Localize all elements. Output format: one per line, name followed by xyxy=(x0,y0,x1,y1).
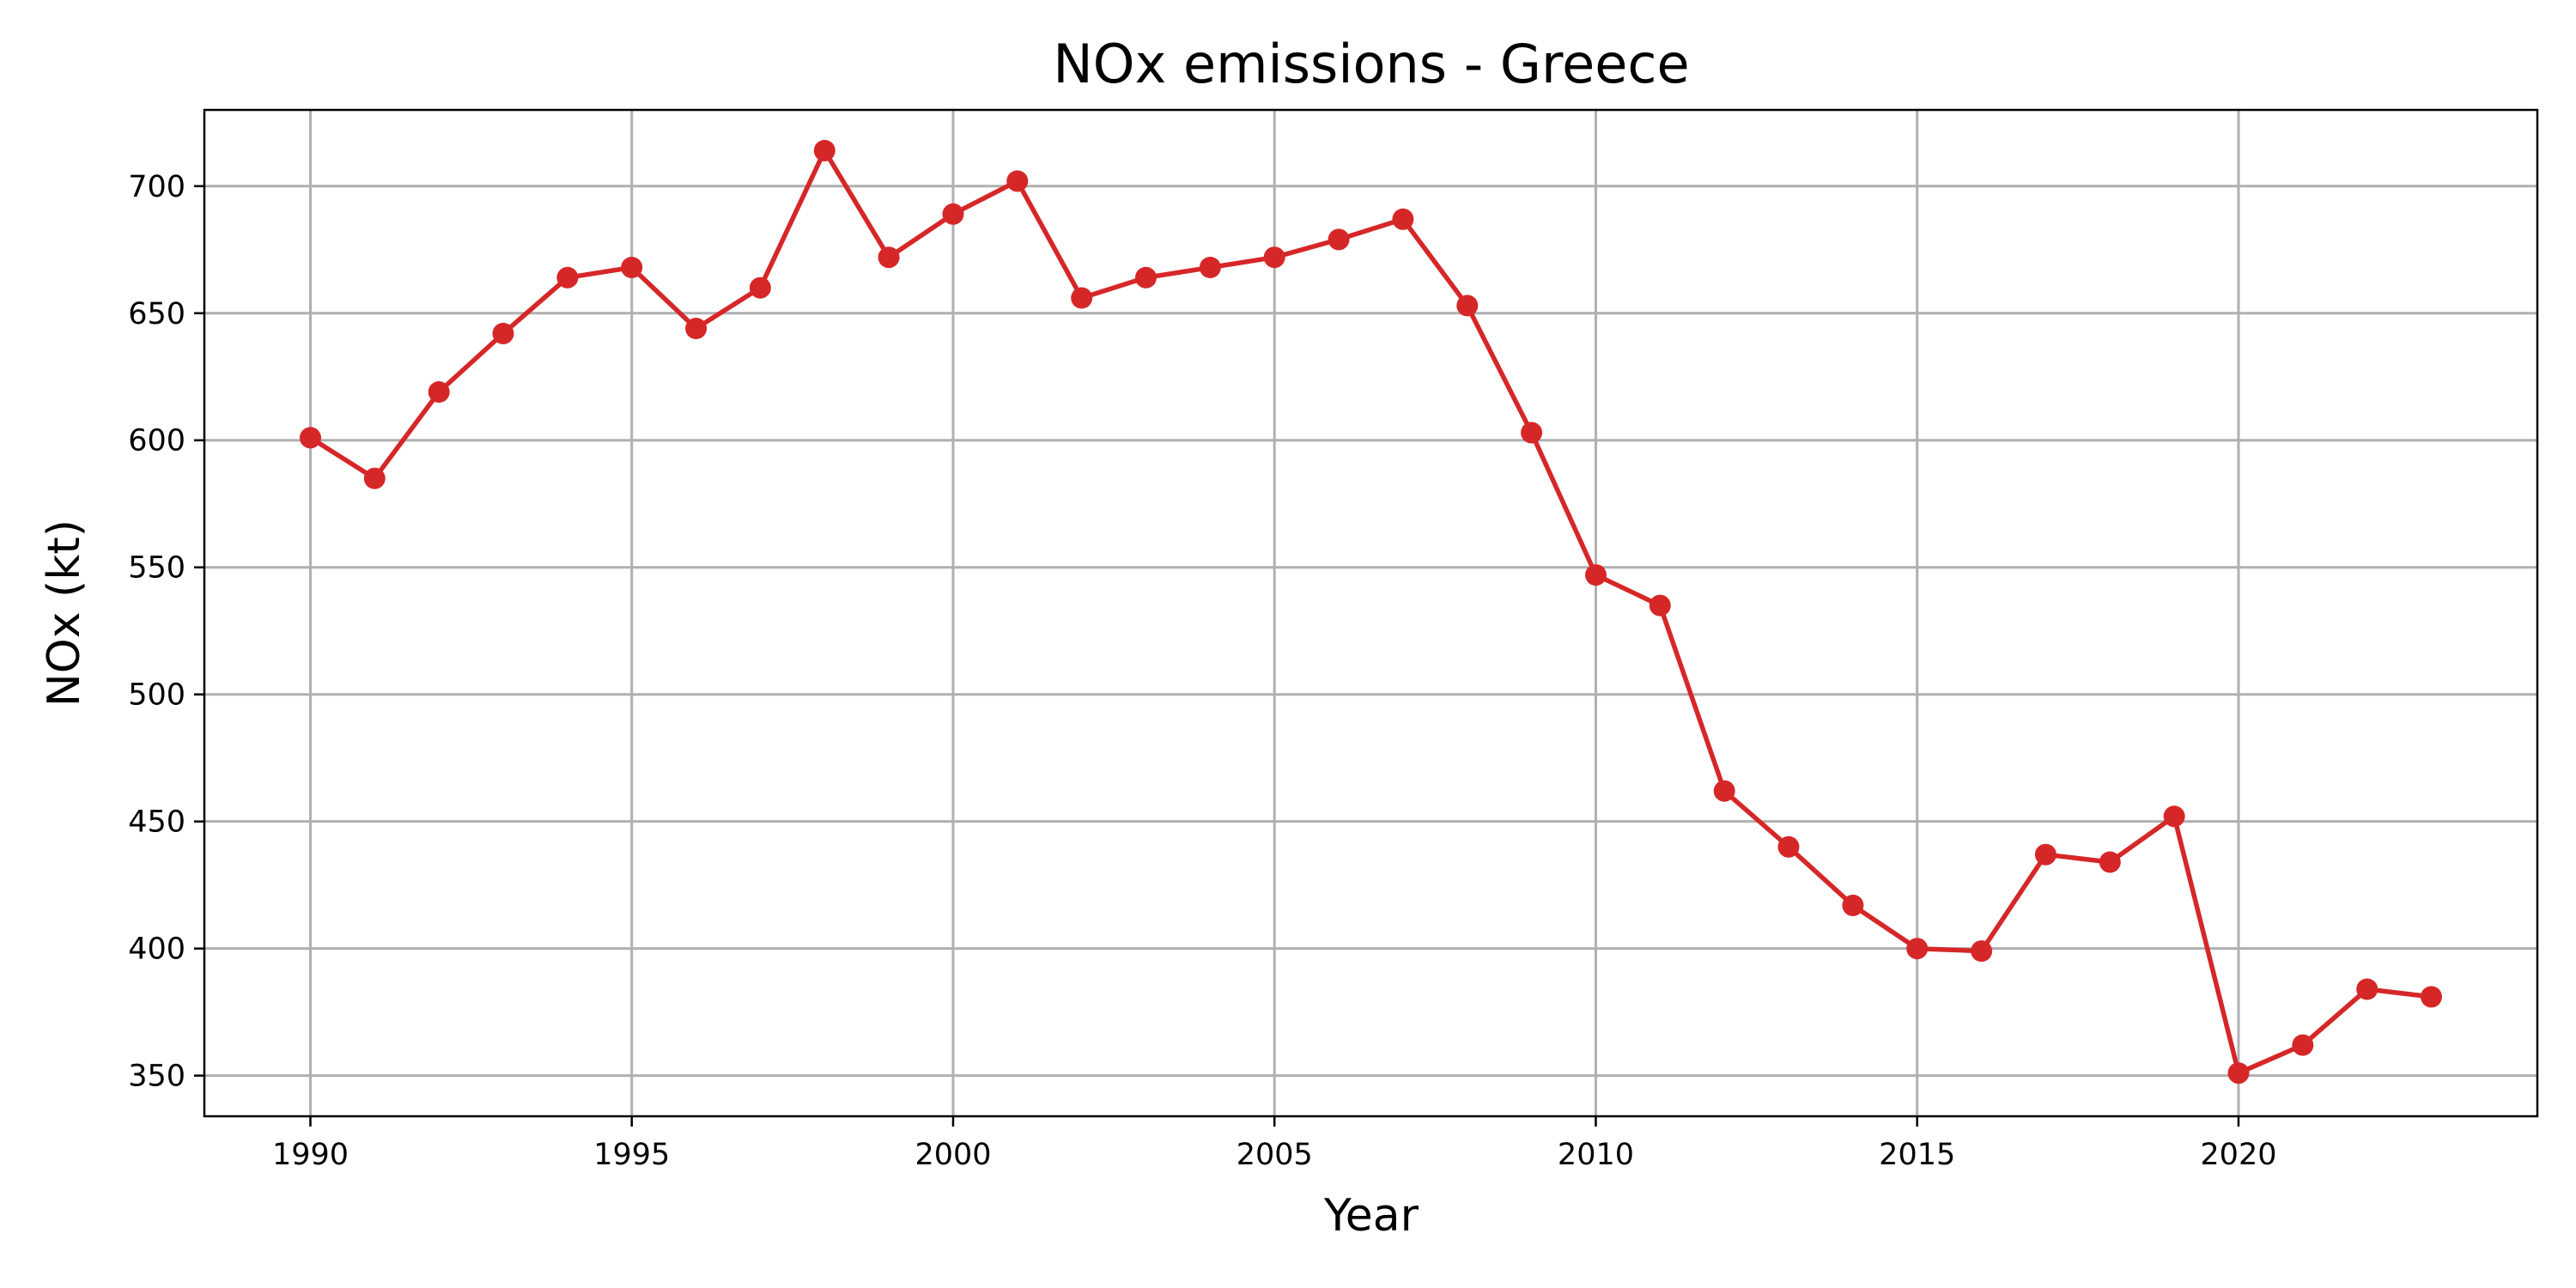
data-point xyxy=(621,257,643,278)
data-point xyxy=(1713,780,1735,802)
y-tick-label: 350 xyxy=(128,1060,185,1094)
x-tick-label: 2005 xyxy=(1236,1138,1313,1172)
data-point xyxy=(942,203,964,225)
data-point xyxy=(2034,843,2057,866)
data-point xyxy=(1006,170,1029,192)
data-point xyxy=(2227,1062,2250,1084)
data-point xyxy=(1199,257,1221,278)
data-point xyxy=(1135,266,1157,289)
x-tick-label: 2020 xyxy=(2200,1138,2276,1172)
data-point xyxy=(1456,295,1479,317)
x-tick-label: 2010 xyxy=(1558,1138,1634,1172)
data-point xyxy=(813,139,835,161)
x-axis-label: Year xyxy=(1323,1190,1419,1242)
data-point xyxy=(2163,805,2185,828)
plot-frame xyxy=(203,108,2539,1118)
y-tick-label: 450 xyxy=(128,805,185,840)
data-point xyxy=(2421,986,2442,1008)
data-series xyxy=(300,139,2442,1084)
chart-title: NOx emissions - Greece xyxy=(1053,33,1689,95)
y-tick-label: 550 xyxy=(128,551,185,586)
x-tick-label: 2000 xyxy=(914,1138,991,1172)
data-point xyxy=(2356,978,2379,1000)
grid-lines xyxy=(204,110,2537,1116)
data-point xyxy=(1392,208,1414,230)
x-tick-label: 1995 xyxy=(593,1138,670,1172)
x-tick-label: 2015 xyxy=(1879,1138,1955,1172)
data-point xyxy=(363,467,386,489)
y-axis-label: NOx (kt) xyxy=(39,519,90,707)
data-point xyxy=(685,318,708,339)
y-tick-label: 500 xyxy=(128,678,185,713)
data-point xyxy=(556,266,579,289)
data-point xyxy=(1842,894,1864,916)
data-point xyxy=(1263,246,1285,269)
data-point xyxy=(1327,228,1350,251)
data-point xyxy=(1071,287,1093,309)
data-point xyxy=(1971,940,1993,963)
series-line xyxy=(307,148,2434,1076)
y-tick-label: 400 xyxy=(128,933,185,967)
data-point xyxy=(749,276,771,299)
y-tick-label: 650 xyxy=(128,297,185,331)
data-point xyxy=(428,381,450,403)
data-point xyxy=(492,322,514,344)
data-point xyxy=(2292,1034,2314,1056)
data-point xyxy=(1906,938,1929,960)
data-point xyxy=(1649,594,1671,617)
y-tick-label: 700 xyxy=(128,170,185,204)
data-point xyxy=(878,246,900,269)
axis-ticks: 1990 1995 2000 2005 2010 2015 2020 350 400 450 500… xyxy=(128,170,2276,1172)
data-point xyxy=(1585,564,1607,586)
data-point xyxy=(1521,422,1543,444)
data-point xyxy=(300,427,321,449)
y-tick-label: 600 xyxy=(128,424,185,459)
x-tick-label: 1990 xyxy=(272,1138,349,1172)
data-point xyxy=(2099,851,2121,873)
data-point xyxy=(1777,835,1800,858)
